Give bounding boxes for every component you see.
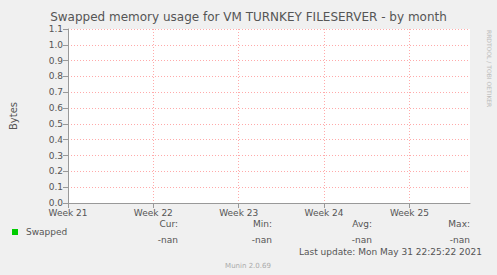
svg-text:Week 25: Week 25 [390,208,429,218]
svg-text:-nan: -nan [352,235,372,245]
svg-text:Swapped: Swapped [26,227,67,237]
svg-text:RRDTOOL / TOBI OETIKER: RRDTOOL / TOBI OETIKER [486,30,493,107]
svg-text:Max:: Max: [448,219,470,229]
svg-text:-nan: -nan [158,235,178,245]
svg-text:Week 21: Week 21 [49,208,88,218]
svg-text:Min:: Min: [253,219,272,229]
svg-text:0.1: 0.1 [49,182,63,192]
svg-text:0.8: 0.8 [49,71,64,81]
svg-text:Avg:: Avg: [352,219,372,229]
svg-text:0.0: 0.0 [49,198,64,208]
svg-text:0.9: 0.9 [49,56,64,66]
svg-text:Cur:: Cur: [159,219,178,229]
svg-text:Last update: Mon May 31 22:25:: Last update: Mon May 31 22:25:22 2021 [299,247,482,257]
svg-text:1.0: 1.0 [49,40,64,50]
svg-text:Bytes: Bytes [8,102,19,130]
svg-text:0.5: 0.5 [49,119,63,129]
svg-text:0.7: 0.7 [49,87,63,97]
svg-text:0.2: 0.2 [49,166,63,176]
svg-text:Week 23: Week 23 [219,208,258,218]
svg-text:-nan: -nan [450,235,470,245]
svg-text:-nan: -nan [252,235,272,245]
svg-text:0.6: 0.6 [49,103,64,113]
svg-text:Swapped memory usage for VM TU: Swapped memory usage for VM TURNKEY FILE… [50,10,447,24]
svg-text:Munin 2.0.69: Munin 2.0.69 [225,262,271,270]
svg-text:1.1: 1.1 [49,24,63,34]
svg-text:0.4: 0.4 [49,135,64,145]
svg-text:0.3: 0.3 [49,151,63,161]
svg-text:Week 24: Week 24 [305,208,344,218]
svg-text:Week 22: Week 22 [134,208,173,218]
